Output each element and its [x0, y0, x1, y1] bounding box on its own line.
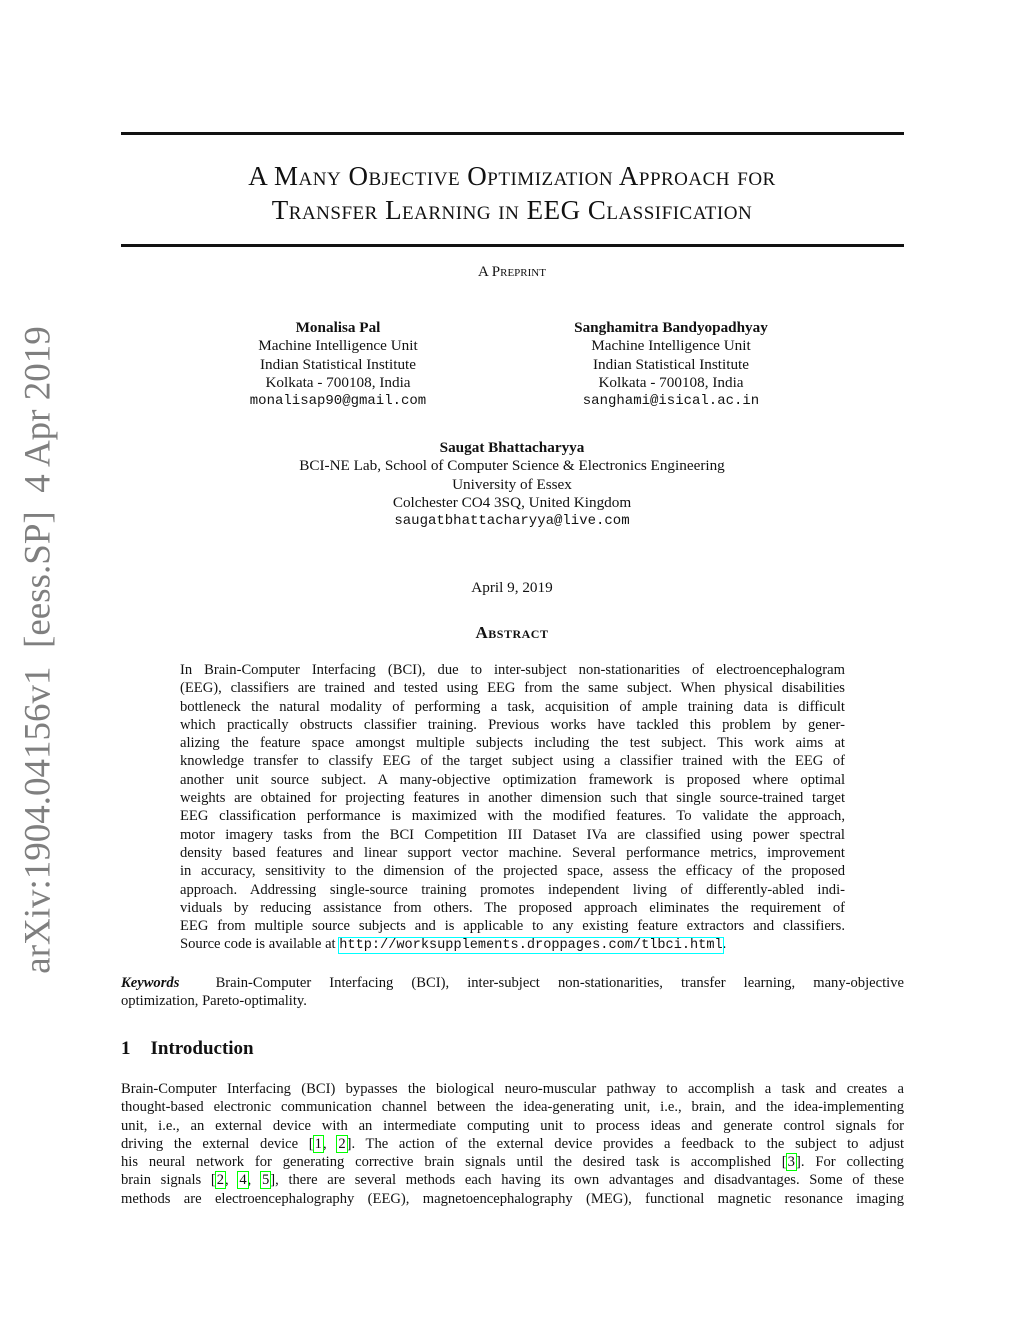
paper-date: April 9, 2019	[471, 579, 553, 596]
abstract-body: In Brain-Computer Interfacing (BCI), due…	[180, 661, 845, 955]
abstract-line: another unit source subject. A many-obje…	[180, 771, 845, 788]
section-number: 1	[121, 1038, 131, 1059]
intro-line: brain signals [2, 4, 5], there are sever…	[121, 1171, 905, 1190]
keywords-label: Keywords	[121, 975, 180, 991]
abstract-line: alizing the feature space amongst multip…	[180, 735, 845, 752]
citation-link[interactable]: 2	[336, 1134, 348, 1153]
abstract-heading: Abstract	[475, 623, 549, 642]
citation-link[interactable]: 3	[785, 1153, 798, 1172]
abstract-line: (EEG), classifiers are trained and teste…	[180, 680, 845, 697]
intro-text: ]. For collecting	[795, 1154, 904, 1171]
author-block-1: Monalisa Pal Machine Intelligence Unit I…	[188, 319, 488, 410]
author-block-3: Saugat Bhattacharyya BCI-NE Lab, School …	[212, 439, 812, 530]
author-institute: University of Essex	[452, 475, 572, 493]
intro-line: his neural network for generating correc…	[121, 1153, 904, 1172]
arxiv-stamp: arXiv:1904.04156v1 [eess.SP] 4 Apr 2019	[17, 326, 59, 974]
title-bottom-rule	[121, 244, 904, 247]
author-address: Colchester CO4 3SQ, United Kingdom	[392, 493, 632, 511]
abstract-line: EEG from multiple source subjects and is…	[180, 918, 845, 935]
author-email: monalisap90@gmail.com	[249, 393, 427, 410]
author-name: Saugat Bhattacharyya	[439, 439, 585, 456]
keywords-text: Brain-Computer Interfacing (BCI), inter-…	[215, 975, 904, 991]
intro-text: brain signals [	[121, 1172, 216, 1189]
title-top-rule	[121, 132, 904, 135]
preprint-label: A Preprint	[478, 264, 546, 280]
intro-paragraph: Brain-Computer Interfacing (BCI) bypasse…	[121, 1080, 904, 1208]
citation-link[interactable]: 5	[259, 1171, 272, 1190]
source-code-link[interactable]: http://worksupplements.droppages.com/tlb…	[338, 937, 724, 955]
abstract-line: viduals by reducing assistance from othe…	[180, 899, 845, 916]
citation-link[interactable]: 4	[237, 1171, 249, 1190]
author-email: saugatbhattacharyya@live.com	[394, 513, 630, 530]
author-institute: Indian Statistical Institute	[259, 355, 417, 373]
intro-text: driving the external device [	[121, 1135, 314, 1152]
keywords: Keywords Brain-Computer Interfacing (BCI…	[121, 974, 904, 1011]
abstract-line: bottleneck the natural modality of perfo…	[180, 698, 845, 715]
section-heading: 1 Introduction	[121, 1038, 254, 1060]
citation-link[interactable]: 2	[214, 1171, 227, 1190]
abstract-line: In Brain-Computer Interfacing (BCI), due…	[180, 662, 845, 678]
title-line-1: A Many Objective Optimization Approach f…	[248, 161, 776, 191]
intro-line: thought-based electronic communication c…	[121, 1099, 904, 1116]
section-title: Introduction	[150, 1038, 254, 1059]
author-email: sanghami@isical.ac.in	[582, 393, 760, 410]
author-unit: Machine Intelligence Unit	[591, 337, 751, 355]
abstract-line: weights are obtained for projecting feat…	[180, 790, 845, 807]
keywords-text: optimization, Pareto-optimality.	[121, 993, 307, 1010]
author-name: Sanghamitra Bandyopadhyay	[574, 319, 768, 336]
intro-line: unit, i.e., an external device with an i…	[121, 1117, 904, 1134]
abstract-line: density based features and linear suppor…	[180, 844, 845, 861]
abstract-line: which practically obstructs classifier t…	[180, 716, 845, 733]
author-name: Monalisa Pal	[295, 319, 381, 336]
intro-text: his neural network for generating correc…	[121, 1154, 787, 1171]
citation-link[interactable]: 1	[312, 1134, 325, 1153]
author-address: Kolkata - 700108, India	[598, 373, 744, 391]
abstract-text: Source code is available at	[180, 936, 340, 953]
abstract-last-line: Source code is available at http://works…	[180, 935, 845, 955]
intro-line: driving the external device [1, 2]. The …	[121, 1134, 905, 1153]
author-unit: BCI-NE Lab, School of Computer Science &…	[299, 457, 725, 475]
abstract-line: EEG classification performance is maximi…	[180, 808, 845, 825]
intro-line: Brain-Computer Interfacing (BCI) bypasse…	[121, 1081, 904, 1097]
abstract-line: in accuracy, sensitivity to the dimensio…	[180, 863, 845, 880]
abstract-line: knowledge transfer to classify EEG of th…	[180, 753, 845, 770]
author-address: Kolkata - 700108, India	[265, 373, 411, 391]
author-unit: Machine Intelligence Unit	[258, 337, 418, 355]
abstract-line: motor imagery tasks from the BCI Competi…	[180, 826, 845, 843]
abstract-line: approach. Addressing single-source train…	[180, 881, 845, 898]
paper-title: A Many Objective Optimization Approach f…	[0, 159, 1024, 227]
title-line-2: Transfer Learning in EEG Classification	[271, 195, 753, 225]
intro-text: ], there are several methods each having…	[270, 1172, 905, 1189]
author-block-2: Sanghamitra Bandyopadhyay Machine Intell…	[521, 319, 821, 410]
abstract-text: .	[722, 936, 727, 953]
author-institute: Indian Statistical Institute	[592, 355, 750, 373]
intro-text: ]. The action of the external device pro…	[346, 1135, 905, 1152]
intro-line: methods are electroencephalography (EEG)…	[121, 1190, 904, 1207]
